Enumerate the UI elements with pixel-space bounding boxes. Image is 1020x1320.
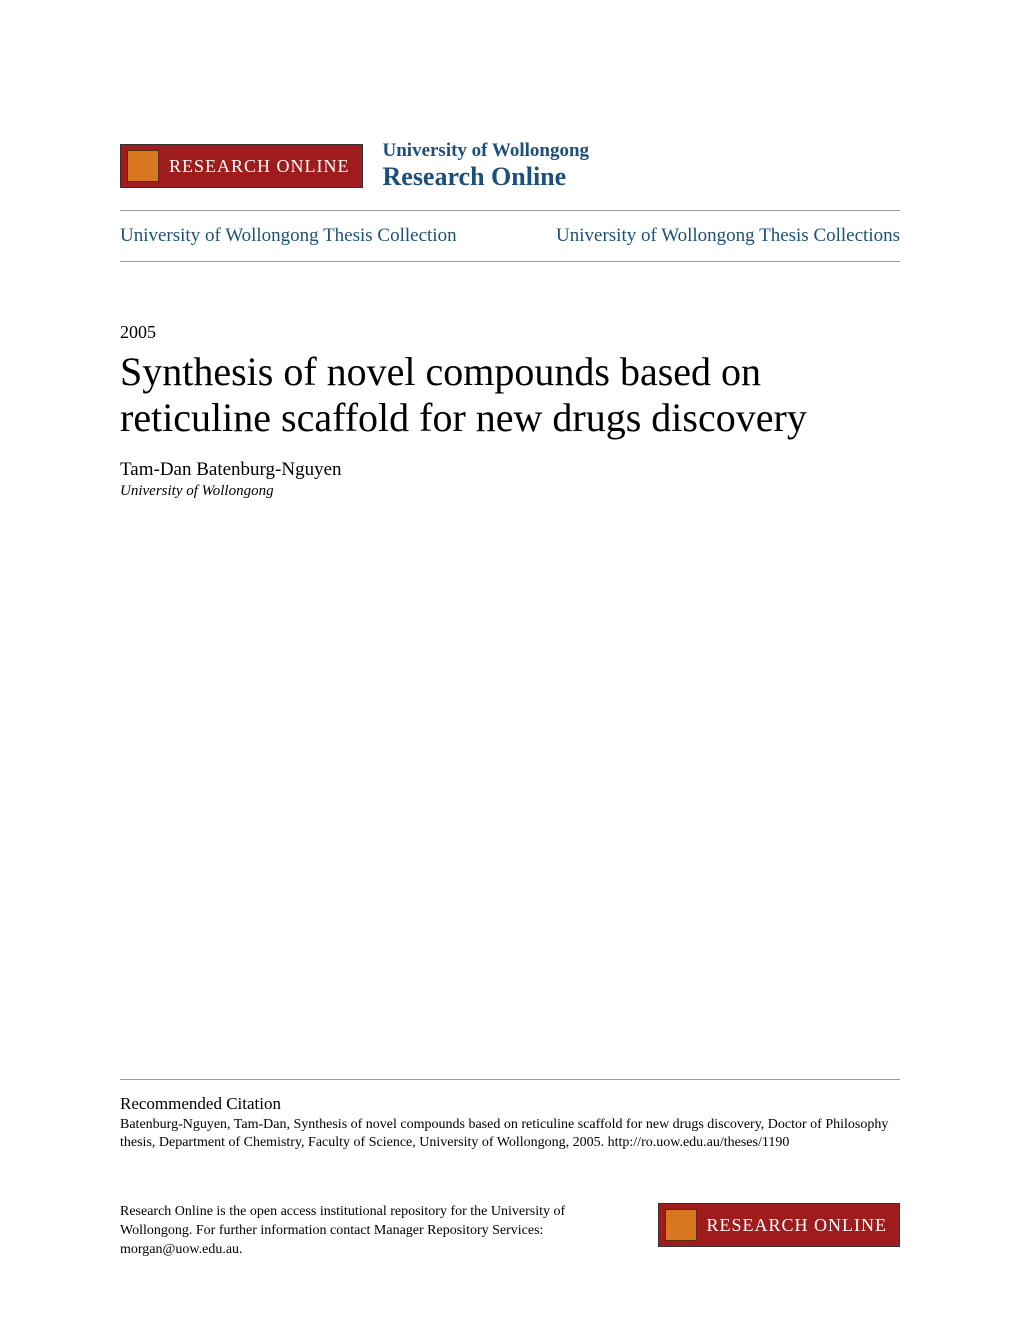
footer: Research Online is the open access insti… bbox=[120, 1203, 900, 1260]
author-affiliation: University of Wollongong bbox=[120, 483, 900, 500]
banner-text: RESEARCH ONLINE bbox=[169, 156, 350, 177]
citation-heading: Recommended Citation bbox=[120, 1094, 900, 1114]
footer-banner-text: RESEARCH ONLINE bbox=[707, 1215, 888, 1236]
nav-link-collections[interactable]: University of Wollongong Thesis Collecti… bbox=[556, 225, 900, 247]
crest-icon bbox=[127, 150, 159, 182]
crest-icon bbox=[665, 1209, 697, 1241]
research-online-banner[interactable]: RESEARCH ONLINE bbox=[120, 144, 363, 188]
paper-title: Synthesis of novel compounds based on re… bbox=[120, 349, 900, 441]
university-name: University of Wollongong bbox=[383, 140, 590, 162]
spacer bbox=[120, 500, 900, 1079]
footer-text: Research Online is the open access insti… bbox=[120, 1203, 618, 1260]
university-block: University of Wollongong Research Online bbox=[383, 140, 590, 192]
divider-nav bbox=[120, 261, 900, 262]
publication-year: 2005 bbox=[120, 322, 900, 343]
author-name: Tam-Dan Batenburg-Nguyen bbox=[120, 459, 900, 481]
divider-citation bbox=[120, 1079, 900, 1080]
footer-research-banner[interactable]: RESEARCH ONLINE bbox=[658, 1203, 901, 1247]
header: RESEARCH ONLINE University of Wollongong… bbox=[120, 140, 900, 192]
page-container: RESEARCH ONLINE University of Wollongong… bbox=[0, 0, 1020, 1320]
nav-row: University of Wollongong Thesis Collecti… bbox=[120, 211, 900, 261]
site-name: Research Online bbox=[383, 162, 590, 192]
nav-link-collection[interactable]: University of Wollongong Thesis Collecti… bbox=[120, 225, 457, 247]
citation-text: Batenburg-Nguyen, Tam-Dan, Synthesis of … bbox=[120, 1116, 900, 1154]
